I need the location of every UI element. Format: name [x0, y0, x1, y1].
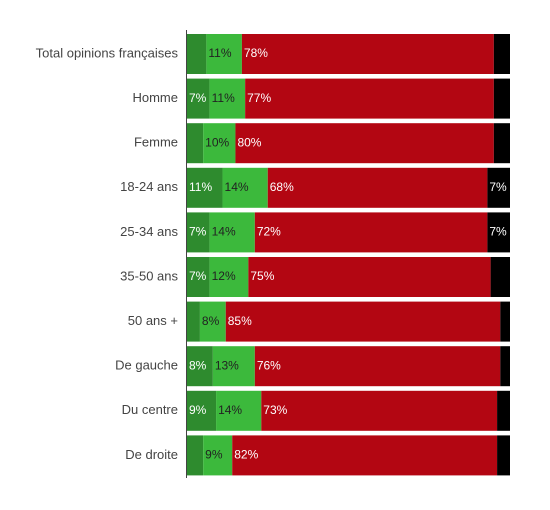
bar-segment [497, 390, 510, 431]
data-label: 9% [189, 403, 207, 417]
bar-segment [248, 257, 491, 297]
bar-segment [203, 435, 233, 476]
data-label: 7% [489, 225, 507, 239]
data-label: 14% [218, 403, 242, 417]
data-label: 8% [189, 358, 207, 372]
category-label: Homme [132, 90, 178, 105]
category-label: Femme [134, 135, 178, 150]
category-label: Du centre [122, 402, 178, 417]
bar-segment [187, 212, 210, 253]
data-label: 8% [202, 314, 220, 328]
bar-segment [493, 78, 510, 119]
bar-segment [487, 167, 510, 208]
category-label: 25-34 ans [120, 224, 178, 239]
data-label: 80% [237, 135, 261, 149]
bar-segment [254, 212, 488, 253]
bar-segment [209, 212, 255, 253]
bar-segment [235, 123, 494, 164]
bar-segment [209, 78, 246, 119]
data-label: 14% [225, 180, 249, 194]
bar-segment [500, 346, 510, 387]
bar-segment [225, 301, 501, 342]
data-label: 14% [212, 225, 236, 239]
category-label: 50 ans + [128, 313, 178, 328]
bar-segment [490, 257, 510, 297]
bar-segment [493, 123, 510, 164]
data-label: 68% [270, 180, 294, 194]
category-labels: Total opinions françaises Homme Femme 18-24… [36, 45, 179, 461]
category-label: Total opinions françaises [36, 45, 179, 60]
bar-segment [500, 301, 510, 342]
bars: 11% 78% 7% 11% 77% 10% 80% 11% 14% 68% 7% 7% 14% 72% 7… [187, 34, 510, 476]
data-label: 72% [257, 225, 281, 239]
bar-segment [187, 301, 200, 342]
data-label: 7% [189, 225, 207, 239]
bar-segment [187, 435, 204, 476]
bar-segment [222, 167, 268, 208]
bar-segment [187, 346, 213, 387]
bar-segment [187, 123, 204, 164]
bar-segment [245, 78, 494, 119]
bar-segment [187, 257, 210, 297]
category-label: 18-24 ans [120, 179, 178, 194]
data-label: 7% [189, 269, 207, 283]
bar-segment [261, 390, 498, 431]
data-label: 78% [244, 46, 268, 60]
bar-segment [199, 301, 226, 342]
data-label: 9% [205, 448, 223, 462]
bar-segment [203, 123, 236, 164]
category-label: 35-50 ans [120, 268, 178, 283]
bar-segment [232, 435, 498, 476]
bar-segment [187, 390, 217, 431]
bar-segment [216, 390, 262, 431]
data-label: 10% [205, 135, 229, 149]
bar-segment [209, 257, 249, 297]
data-label: 75% [250, 269, 274, 283]
data-label: 11% [208, 46, 231, 60]
bar-segment [493, 34, 510, 74]
data-label: 85% [228, 314, 252, 328]
bar-segment [187, 34, 207, 74]
data-label: 76% [257, 358, 281, 372]
data-label: 12% [212, 269, 236, 283]
data-label: 82% [234, 448, 258, 462]
bar-segment [206, 34, 242, 74]
data-label: 7% [489, 180, 507, 194]
bar-segment [487, 212, 510, 253]
bar-segment [497, 435, 510, 476]
data-label: 11% [189, 180, 212, 194]
data-label: 73% [263, 403, 287, 417]
category-label: De gauche [115, 358, 178, 373]
data-label: 11% [212, 91, 235, 105]
data-label: 13% [215, 358, 239, 372]
bar-segment [254, 346, 501, 387]
data-label: 77% [247, 91, 271, 105]
bar-segment [267, 167, 488, 208]
bar-segment [212, 346, 255, 387]
bar-segment [187, 167, 223, 208]
category-label: De droite [125, 447, 178, 462]
data-label: 7% [189, 91, 207, 105]
bar-segment [187, 78, 210, 119]
bar-segment [241, 34, 494, 74]
